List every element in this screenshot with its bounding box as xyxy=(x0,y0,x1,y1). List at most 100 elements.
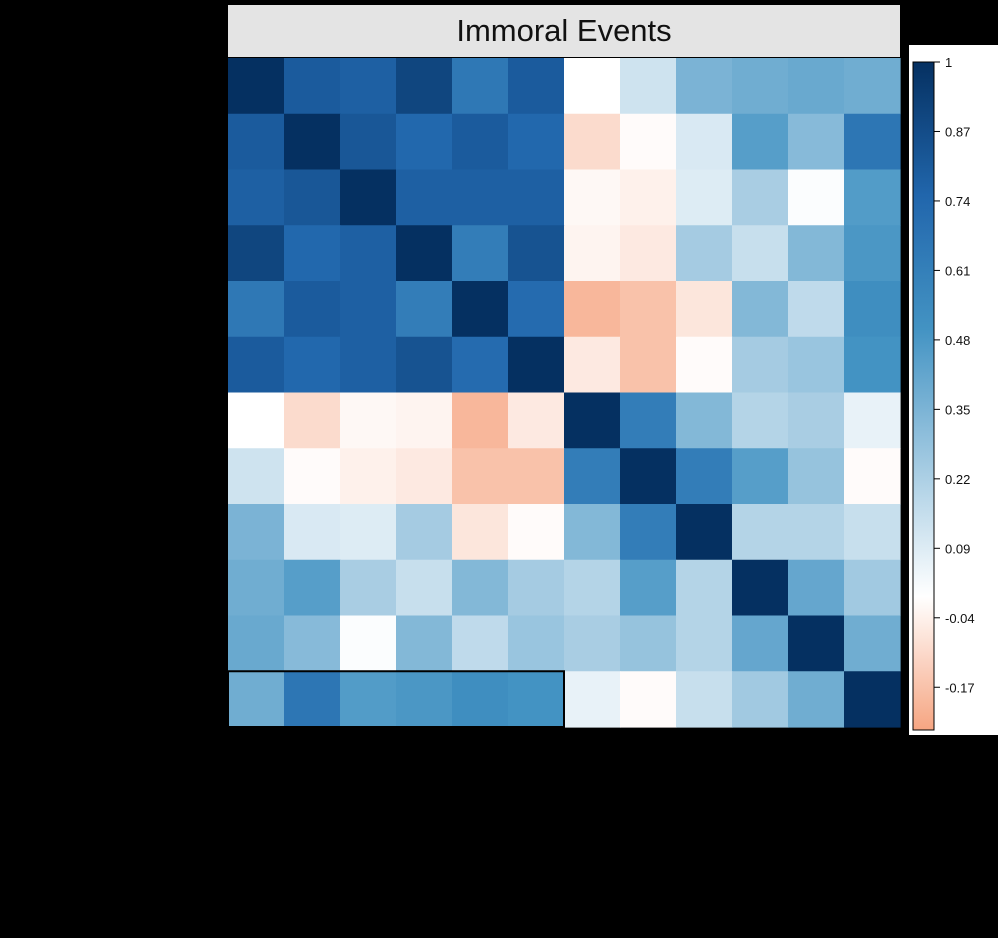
heatmap-cell xyxy=(508,671,565,728)
heatmap-cell xyxy=(732,615,789,672)
heatmap-cell xyxy=(340,615,397,672)
heatmap-cell xyxy=(340,392,397,449)
heatmap-cells xyxy=(228,58,901,728)
heatmap-cell xyxy=(788,225,845,282)
heatmap-cell xyxy=(732,448,789,505)
heatmap-cell xyxy=(676,225,733,282)
heatmap-cell xyxy=(788,169,845,226)
heatmap-cell xyxy=(452,504,509,561)
heatmap-cell xyxy=(620,113,677,171)
heatmap-cell xyxy=(564,113,621,171)
heatmap-cell xyxy=(452,559,509,617)
heatmap-cell xyxy=(228,671,285,728)
heatmap-cell xyxy=(732,58,789,115)
heatmap-cell xyxy=(620,392,677,449)
heatmap-cell xyxy=(844,392,901,449)
heatmap-cell xyxy=(620,559,677,617)
heatmap-cell xyxy=(788,448,845,505)
heatmap-cell xyxy=(452,113,509,171)
heatmap-cell xyxy=(452,58,509,115)
heatmap-cell xyxy=(732,671,789,728)
heatmap-cell xyxy=(452,671,509,728)
heatmap-cell xyxy=(620,169,677,226)
heatmap-cell xyxy=(732,559,789,617)
colorbar-tick-label: 0.61 xyxy=(945,263,970,278)
heatmap-cell xyxy=(396,225,453,282)
heatmap-cell xyxy=(564,281,621,338)
colorbar-ticks: 1 0.87 0.74 0.61 0.48 0.35 0.22 0.09 -0.04 -0.17 xyxy=(934,55,975,695)
heatmap-cell xyxy=(788,281,845,338)
heatmap-cell xyxy=(788,392,845,449)
heatmap-cell xyxy=(844,225,901,282)
colorbar-tick-label: 0.35 xyxy=(945,402,970,417)
heatmap-cell xyxy=(788,336,845,394)
heatmap-cell xyxy=(564,615,621,672)
heatmap-cell xyxy=(844,113,901,171)
heatmap-cell xyxy=(788,615,845,672)
heatmap-cell xyxy=(396,448,453,505)
heatmap-cell xyxy=(508,559,565,617)
heatmap-cell xyxy=(452,169,509,226)
heatmap-cell xyxy=(396,559,453,617)
heatmap-cell xyxy=(676,336,733,394)
heatmap-cell xyxy=(396,58,453,115)
heatmap-cell xyxy=(228,169,285,226)
colorbar-tick-label: 0.48 xyxy=(945,333,970,348)
heatmap-cell xyxy=(396,504,453,561)
heatmap-cell xyxy=(508,336,565,394)
heatmap-cell xyxy=(732,281,789,338)
heatmap-cell xyxy=(676,559,733,617)
colorbar-tick-label: -0.17 xyxy=(945,680,975,695)
chart-title-strip: Immoral Events xyxy=(228,5,900,57)
heatmap-cell xyxy=(620,504,677,561)
heatmap-cell xyxy=(340,169,397,226)
heatmap-cell xyxy=(284,58,341,115)
heatmap-cell xyxy=(564,671,621,728)
heatmap-cell xyxy=(508,58,565,115)
heatmap-cell xyxy=(676,615,733,672)
heatmap-cell xyxy=(452,448,509,505)
colorbar-tick-label: -0.04 xyxy=(945,611,975,626)
heatmap-cell xyxy=(676,113,733,171)
heatmap-cell xyxy=(284,559,341,617)
heatmap-cell xyxy=(564,559,621,617)
heatmap-cell xyxy=(788,113,845,171)
heatmap-cell xyxy=(676,448,733,505)
heatmap-cell xyxy=(564,58,621,115)
heatmap-cell xyxy=(564,448,621,505)
heatmap-cell xyxy=(340,281,397,338)
heatmap-cell xyxy=(676,58,733,115)
colorbar-tick-label: 0.09 xyxy=(945,541,970,556)
heatmap-cell xyxy=(788,58,845,115)
heatmap-cell xyxy=(228,615,285,672)
heatmap-cell xyxy=(228,448,285,505)
heatmap-cell xyxy=(452,392,509,449)
heatmap-cell xyxy=(676,504,733,561)
heatmap-cell xyxy=(452,336,509,394)
heatmap-cell xyxy=(508,392,565,449)
heatmap-cell xyxy=(228,559,285,617)
heatmap-cell xyxy=(452,615,509,672)
colorbar-tick-label: 0.87 xyxy=(945,124,970,139)
heatmap-cell xyxy=(732,169,789,226)
heatmap-cell xyxy=(564,504,621,561)
heatmap-cell xyxy=(228,392,285,449)
heatmap-cell xyxy=(844,615,901,672)
heatmap-cell xyxy=(620,281,677,338)
chart-title: Immoral Events xyxy=(456,13,672,48)
heatmap-cell xyxy=(676,281,733,338)
heatmap-cell xyxy=(844,281,901,338)
heatmap-cell xyxy=(732,504,789,561)
heatmap-cell xyxy=(284,281,341,338)
heatmap-cell xyxy=(228,113,285,171)
heatmap-cell xyxy=(844,671,901,728)
heatmap-cell xyxy=(508,113,565,171)
heatmap-cell xyxy=(620,225,677,282)
heatmap-cell xyxy=(284,336,341,394)
heatmap-cell xyxy=(676,392,733,449)
heatmap-cell xyxy=(228,504,285,561)
heatmap-cell xyxy=(284,671,341,728)
heatmap-cell xyxy=(508,448,565,505)
heatmap-cell xyxy=(508,504,565,561)
